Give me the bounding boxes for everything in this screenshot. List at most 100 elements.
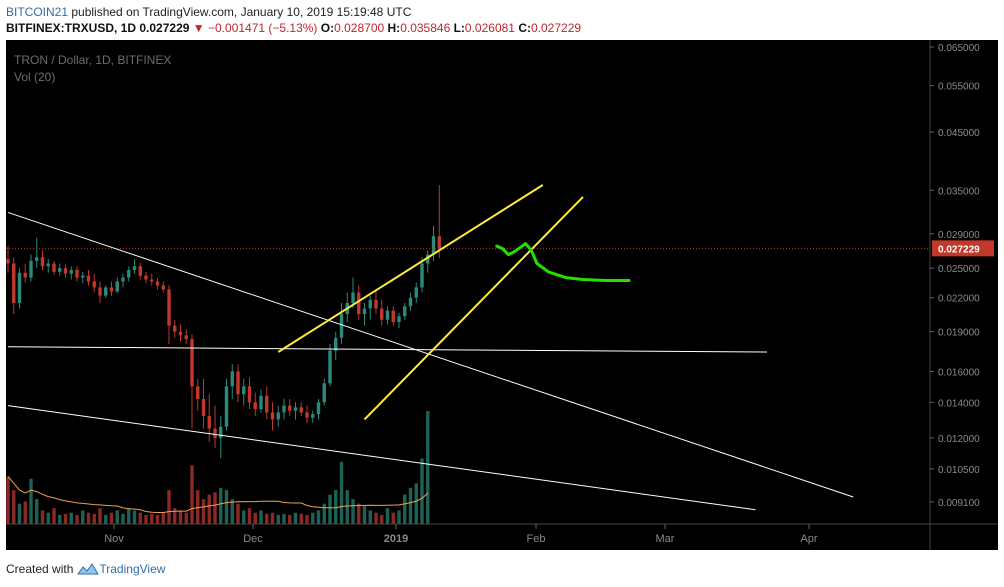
volume-bar <box>334 490 338 524</box>
volume-bar <box>311 512 315 524</box>
volume-bar <box>127 508 131 524</box>
candle-body <box>431 236 436 255</box>
ohlc-line: BITFINEX:TRXUSD, 1D 0.027229 ▼ −0.001471… <box>6 20 581 36</box>
volume-bar <box>52 508 56 524</box>
volume-bar <box>178 510 183 524</box>
rising-wedge-line <box>277 184 544 353</box>
volume-bar <box>305 514 309 524</box>
price-tick-label: 0.022000 <box>938 294 980 305</box>
candle-body <box>414 287 418 298</box>
candle-body <box>86 275 91 282</box>
candle-body <box>184 335 188 340</box>
low-value: 0.026081 <box>464 21 515 35</box>
candle-body <box>437 236 441 249</box>
candle-body <box>213 428 217 438</box>
volume-bar <box>81 510 85 524</box>
publisher-link[interactable]: BITCOIN21 <box>6 5 69 19</box>
last-price-badge-label: 0.027229 <box>938 244 980 255</box>
volume-bar <box>104 514 108 524</box>
candle-body <box>362 308 367 315</box>
price-tick-label: 0.025000 <box>938 264 980 275</box>
time-axis: Nov Dec 2019 Feb Mar Apr <box>104 524 818 545</box>
volume-bar <box>109 512 114 524</box>
volume-bar <box>17 503 22 524</box>
volume-bar <box>328 494 332 524</box>
price-tick-label: 0.012000 <box>938 434 980 445</box>
price-tick-label: 0.010500 <box>938 465 980 476</box>
candle-body <box>380 308 384 320</box>
volume-bar <box>259 510 263 524</box>
volume-bar <box>242 510 246 524</box>
open-label: O: <box>320 21 335 35</box>
rising-wedge-line <box>363 196 584 421</box>
volume-bar <box>35 499 39 524</box>
volume-bar <box>380 514 384 524</box>
time-tick-label: Feb <box>527 533 546 545</box>
candlestick-chart[interactable]: TRON / Dollar, 1D, BITFINEX Vol (20) 0.0… <box>6 40 998 550</box>
projection-curve <box>495 242 631 282</box>
time-tick-label: 2019 <box>384 533 408 545</box>
candle-body <box>35 257 39 261</box>
volume-bar <box>299 513 303 524</box>
volume-bar <box>92 513 96 524</box>
price-tick-label: 0.019000 <box>938 328 980 339</box>
footer: Created with TradingView <box>6 562 165 576</box>
candles <box>6 185 441 459</box>
candle-body <box>132 266 137 270</box>
published-text: published on TradingView.com, January 10… <box>71 5 412 19</box>
candle-body <box>351 292 355 304</box>
publish-line: BITCOIN21 published on TradingView.com, … <box>6 4 581 20</box>
tradingview-brand: TradingView <box>99 562 166 576</box>
candle-body <box>276 412 280 420</box>
candle-body <box>155 281 160 286</box>
candle-body <box>81 275 85 278</box>
candle-body <box>403 306 407 317</box>
created-with-text: Created with <box>6 562 74 576</box>
change-value: −0.001471 (−5.13%) <box>208 21 318 35</box>
tradingview-logo-icon <box>77 563 100 575</box>
volume-bar <box>150 513 154 524</box>
chart-area[interactable]: TRON / Dollar, 1D, BITFINEX Vol (20) 0.0… <box>6 40 998 550</box>
volume-bar <box>207 494 211 524</box>
plot-background <box>6 40 930 550</box>
candle-body <box>150 279 154 282</box>
price-tick-label: 0.045000 <box>938 128 980 139</box>
candle-body <box>334 337 338 351</box>
candle-body <box>293 407 298 411</box>
price-tick-label: 0.016000 <box>938 367 980 378</box>
volume-bar <box>351 499 355 524</box>
volume-bar <box>247 508 252 524</box>
candle-body <box>207 415 211 429</box>
down-arrow-icon: ▼ <box>192 21 205 35</box>
candle-body <box>247 386 252 403</box>
volume-bar <box>184 512 188 524</box>
volume-bar <box>69 512 73 524</box>
volume-bar <box>276 514 280 524</box>
volume-bar <box>368 510 372 524</box>
volume-bar <box>23 501 27 524</box>
candle-body <box>265 395 269 413</box>
candle-body <box>311 414 315 418</box>
candle-body <box>236 371 240 395</box>
volume-bar <box>86 512 91 524</box>
candle-body <box>385 310 390 320</box>
candle-body <box>178 331 183 336</box>
candle-body <box>299 407 303 413</box>
volume-bar <box>219 487 223 524</box>
volume-bar <box>385 508 390 524</box>
volume-bar <box>190 465 194 524</box>
candle-body <box>138 266 142 276</box>
volume-bar <box>98 508 102 524</box>
tradingview-link[interactable]: TradingView <box>77 562 165 576</box>
candle-body <box>23 272 27 278</box>
volume-bar <box>196 490 200 524</box>
trend-line <box>7 346 768 353</box>
volume-bar <box>58 514 62 524</box>
volume-bar <box>6 476 10 524</box>
time-tick-label: Apr <box>800 533 817 545</box>
last-price-badge <box>932 240 994 257</box>
volume-bar <box>29 478 33 524</box>
candle-body <box>40 257 45 267</box>
trend-line <box>7 405 756 511</box>
candle-body <box>253 402 257 410</box>
